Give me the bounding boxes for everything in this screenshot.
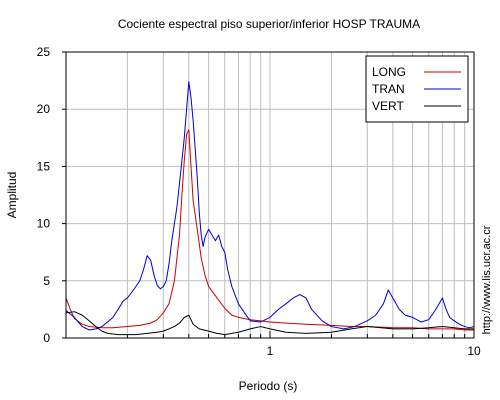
axis-ticks: 0 5 10 15 20 25 1 10	[37, 45, 481, 358]
source-url-text: http://www.lis.ucr.ac.cr	[481, 225, 493, 334]
legend-label-long: LONG	[372, 65, 406, 79]
legend-label-tran: TRAN	[372, 82, 405, 96]
y-tick-label: 5	[43, 274, 50, 288]
grid	[66, 52, 474, 338]
x-axis-label: Periodo (s)	[239, 379, 298, 393]
legend: LONG TRAN VERT	[365, 55, 469, 123]
y-tick-label: 15	[37, 159, 51, 173]
y-axis-label: Amplitud	[5, 172, 19, 219]
x-tick-label: 1	[267, 344, 274, 358]
y-tick-label: 20	[37, 102, 51, 116]
x-tick-label: 10	[467, 344, 481, 358]
series-line-vert	[66, 311, 474, 336]
chart-title: Cociente espectral piso superior/inferio…	[118, 17, 420, 31]
y-tick-label: 0	[43, 331, 50, 345]
y-tick-label: 25	[37, 45, 51, 59]
series-lines	[66, 81, 474, 336]
legend-label-vert: VERT	[372, 99, 404, 113]
series-line-tran	[66, 81, 474, 331]
y-tick-label: 10	[37, 217, 51, 231]
